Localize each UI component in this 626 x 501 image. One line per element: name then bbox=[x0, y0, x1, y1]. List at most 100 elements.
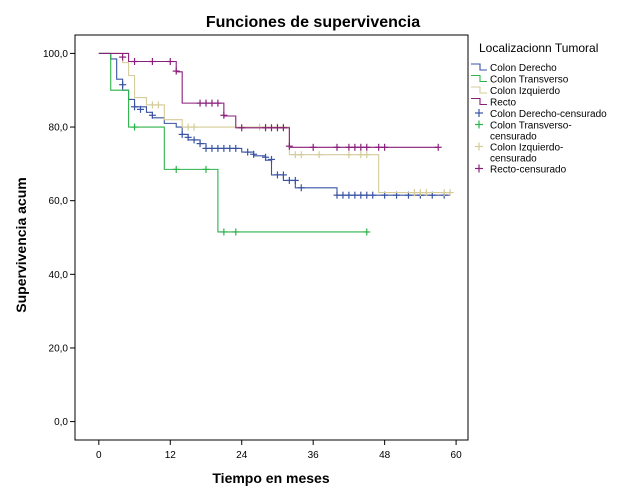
censor-mark-colon-izquierdo bbox=[363, 151, 371, 159]
x-axis-label: Tiempo en meses bbox=[212, 470, 329, 486]
legend-label: Colon Derecho bbox=[490, 63, 557, 74]
x-tick-label: 0 bbox=[96, 450, 102, 461]
censor-mark-colon-izquierdo bbox=[410, 189, 418, 197]
censor-mark-colon-izquierdo bbox=[422, 189, 430, 197]
censor-mark-colon-derecho bbox=[214, 144, 222, 152]
censor-mark-recto bbox=[148, 58, 156, 66]
censor-mark-recto bbox=[434, 143, 442, 151]
censor-mark-recto bbox=[333, 143, 341, 151]
chart-title: Funciones de supervivencia bbox=[206, 14, 420, 31]
censor-mark-colon-transverso bbox=[363, 228, 371, 236]
legend-item: Colon Transverso bbox=[471, 75, 569, 86]
censor-mark-recto bbox=[172, 67, 180, 75]
censor-mark-recto bbox=[214, 99, 222, 107]
censor-mark-colon-izquierdo bbox=[184, 123, 192, 131]
censor-mark-colon-derecho bbox=[202, 144, 210, 152]
legend-item: Recto-censurado bbox=[475, 164, 567, 176]
censor-mark-colon-derecho bbox=[119, 81, 127, 89]
y-axis-label: Supervivencia acum bbox=[13, 177, 29, 312]
censor-mark-colon-derecho bbox=[190, 136, 198, 144]
y-tick-label: 40,0 bbox=[49, 270, 69, 281]
censor-mark-recto bbox=[166, 58, 174, 66]
censor-mark-colon-derecho bbox=[226, 144, 234, 152]
legend-label: Recto-censurado bbox=[490, 165, 567, 176]
x-tick-label: 24 bbox=[236, 450, 248, 461]
legend-label: Colon Transverso-censurado bbox=[490, 121, 572, 143]
censor-mark-recto bbox=[345, 143, 353, 151]
series-line-colon-izquierdo bbox=[98, 52, 451, 194]
censor-mark-colon-transverso bbox=[131, 123, 139, 131]
legend-swatch bbox=[471, 74, 487, 83]
x-tick-label: 60 bbox=[451, 450, 463, 461]
censor-mark-recto bbox=[285, 142, 293, 150]
censor-mark-colon-derecho bbox=[137, 105, 144, 113]
legend-swatch bbox=[471, 97, 487, 106]
censor-mark-recto bbox=[208, 99, 216, 107]
censor-mark-colon-izquierdo bbox=[357, 151, 365, 159]
censor-mark-colon-derecho bbox=[345, 191, 353, 199]
censor-mark-recto bbox=[220, 111, 228, 119]
y-tick-label: 80,0 bbox=[49, 123, 69, 134]
legend-label: Colon Izquierdo bbox=[490, 86, 560, 97]
y-tick-label: 60,0 bbox=[49, 196, 69, 207]
censor-mark-colon-izquierdo bbox=[297, 151, 305, 159]
x-tick-label: 36 bbox=[308, 450, 320, 461]
censor-mark-colon-izquierdo bbox=[190, 123, 198, 131]
censor-mark-recto bbox=[351, 143, 359, 151]
legend-label: Colon Izquierdo-censurado bbox=[490, 143, 563, 165]
x-axis: 0 12 24 36 48 60 bbox=[96, 440, 462, 461]
x-tick-label: 12 bbox=[165, 450, 177, 461]
censor-mark-recto bbox=[131, 58, 139, 66]
censor-mark-recto bbox=[363, 143, 371, 151]
censor-mark-colon-transverso bbox=[232, 228, 240, 236]
y-tick-label: 0,0 bbox=[54, 417, 68, 428]
censor-mark-colon-derecho bbox=[363, 191, 371, 199]
legend-item: Recto bbox=[471, 98, 517, 109]
legend-item: Colon Derecho-censurado bbox=[475, 109, 607, 120]
censor-mark-colon-izquierdo bbox=[440, 189, 448, 197]
legend-item: Colon Izquierdo bbox=[471, 86, 560, 97]
legend-label: Colon Derecho-censurado bbox=[490, 109, 607, 120]
legend-label: Colon Transverso bbox=[490, 75, 569, 86]
censor-mark-colon-derecho bbox=[262, 153, 270, 161]
censor-mark-colon-izquierdo bbox=[148, 101, 156, 109]
y-tick-label: 20,0 bbox=[49, 343, 69, 354]
censor-mark-colon-derecho bbox=[339, 191, 347, 199]
series-line-colon-transverso bbox=[98, 52, 367, 233]
censor-mark-colon-transverso bbox=[202, 165, 210, 173]
censor-mark-colon-derecho bbox=[208, 144, 216, 152]
censor-mark-recto bbox=[196, 99, 204, 107]
censor-mark-colon-derecho bbox=[178, 130, 186, 138]
legend-title: Localizacionn Tumoral bbox=[479, 41, 598, 55]
censor-mark-recto bbox=[202, 99, 210, 107]
censor-mark-colon-izquierdo bbox=[256, 123, 264, 131]
censor-mark-colon-derecho bbox=[148, 111, 156, 119]
censor-mark-colon-derecho bbox=[279, 171, 287, 179]
censor-mark-recto bbox=[262, 124, 270, 132]
censor-mark-colon-derecho bbox=[357, 191, 365, 199]
censor-mark-colon-izquierdo bbox=[416, 189, 424, 197]
legend-item: Colon Transverso-censurado bbox=[475, 120, 572, 143]
censor-mark-recto bbox=[309, 143, 317, 151]
series-line-recto bbox=[98, 52, 439, 148]
censor-mark-colon-izquierdo bbox=[446, 189, 454, 197]
censor-mark-colon-derecho bbox=[273, 171, 281, 179]
censor-mark-colon-derecho bbox=[250, 150, 258, 158]
censor-mark-recto bbox=[273, 124, 281, 132]
x-tick-label: 48 bbox=[379, 450, 391, 461]
censor-mark-recto bbox=[357, 143, 365, 151]
censor-mark-colon-derecho bbox=[184, 133, 192, 141]
censor-mark-colon-derecho bbox=[333, 191, 341, 199]
censor-mark-colon-izquierdo bbox=[315, 151, 323, 159]
censor-mark-colon-derecho bbox=[196, 140, 204, 148]
censor-mark-colon-izquierdo bbox=[345, 151, 353, 159]
censor-mark-colon-derecho bbox=[297, 184, 305, 192]
series-line-colon-derecho bbox=[98, 52, 451, 196]
legend-label: Recto bbox=[490, 98, 517, 109]
censor-mark-colon-transverso bbox=[220, 228, 228, 236]
censor-mark-recto bbox=[268, 124, 275, 132]
plot-frame bbox=[74, 34, 469, 441]
censor-mark-recto bbox=[279, 124, 287, 132]
